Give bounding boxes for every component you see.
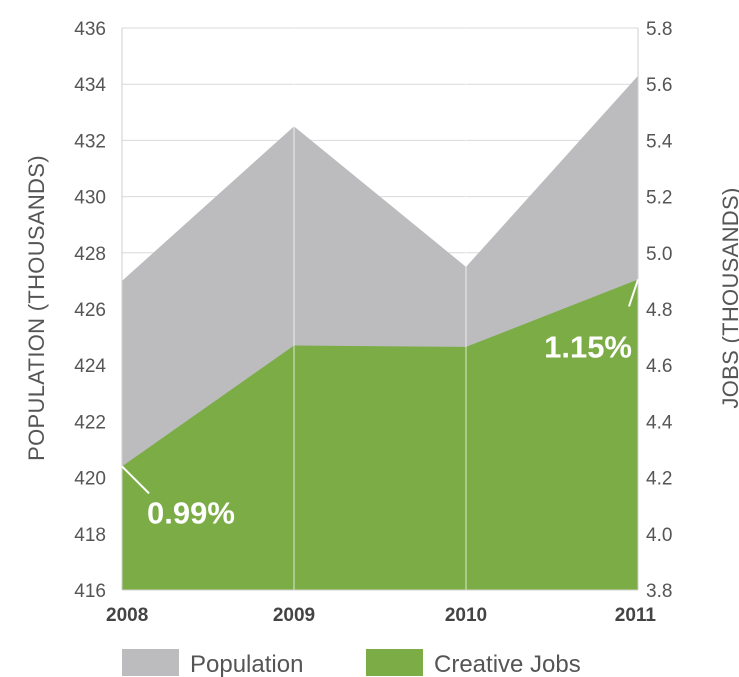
y-tick-left-label: 432 — [74, 131, 106, 152]
x-axis-ticks: 2008 2009 2010 2011 — [106, 605, 656, 626]
y-tick-left-label: 436 — [74, 19, 106, 40]
legend-swatch-creative-jobs — [366, 649, 423, 676]
annotation-leader-line — [628, 279, 639, 307]
y-axis-right-title: JOBS (THOUSANDS) — [718, 187, 739, 408]
y-tick-right-label: 4.8 — [646, 300, 672, 321]
y-tick-left-label: 434 — [74, 75, 106, 96]
x-tick-label: 2008 — [106, 605, 148, 626]
annotation-label: 0.99% — [147, 495, 235, 530]
y-axis-left-ticks: 436 434 432 430 428 426 424 422 420 418 416 — [74, 19, 106, 602]
y-tick-right-label: 4.6 — [646, 356, 672, 377]
y-tick-left-label: 418 — [74, 525, 106, 546]
y-tick-right-label: 5.4 — [646, 131, 673, 152]
x-tick-label: 2010 — [445, 605, 487, 626]
y-tick-right-label: 5.8 — [646, 19, 672, 40]
legend-swatch-population — [122, 649, 179, 676]
y-tick-right-label: 5.6 — [646, 75, 672, 96]
y-tick-right-label: 5.0 — [646, 244, 672, 265]
y-tick-right-label: 5.2 — [646, 188, 672, 209]
annotation-leader-line — [121, 465, 150, 495]
y-tick-right-label: 3.8 — [646, 581, 672, 602]
plot-frame — [121, 28, 639, 591]
x-tick-label: 2009 — [273, 605, 315, 626]
y-tick-left-label: 416 — [74, 581, 106, 602]
y-tick-right-label: 4.4 — [646, 412, 673, 433]
y-tick-right-label: 4.0 — [646, 525, 672, 546]
annotations: 0.99% 1.15% — [121, 279, 639, 530]
y-axis-left-title: POPULATION (THOUSANDS) — [24, 155, 49, 461]
annotation-label: 1.15% — [544, 329, 632, 364]
y-tick-right-label: 4.2 — [646, 469, 672, 490]
vertical-gridlines — [293, 28, 467, 590]
x-tick-label: 2011 — [615, 605, 657, 626]
y-tick-left-label: 430 — [74, 188, 106, 209]
legend-label-creative-jobs: Creative Jobs — [434, 651, 581, 677]
area-creative-jobs — [122, 279, 638, 590]
y-tick-left-label: 420 — [74, 469, 106, 490]
y-tick-left-label: 428 — [74, 244, 106, 265]
legend-label-population: Population — [190, 651, 303, 677]
y-tick-left-label: 424 — [74, 356, 106, 377]
y-tick-left-label: 422 — [74, 412, 106, 433]
y-axis-right-ticks: 5.8 5.6 5.4 5.2 5.0 4.8 4.6 4.4 4.2 4.0 3.8 — [646, 19, 673, 602]
legend: Population Creative Jobs — [122, 649, 581, 677]
y-tick-left-label: 426 — [74, 300, 106, 321]
